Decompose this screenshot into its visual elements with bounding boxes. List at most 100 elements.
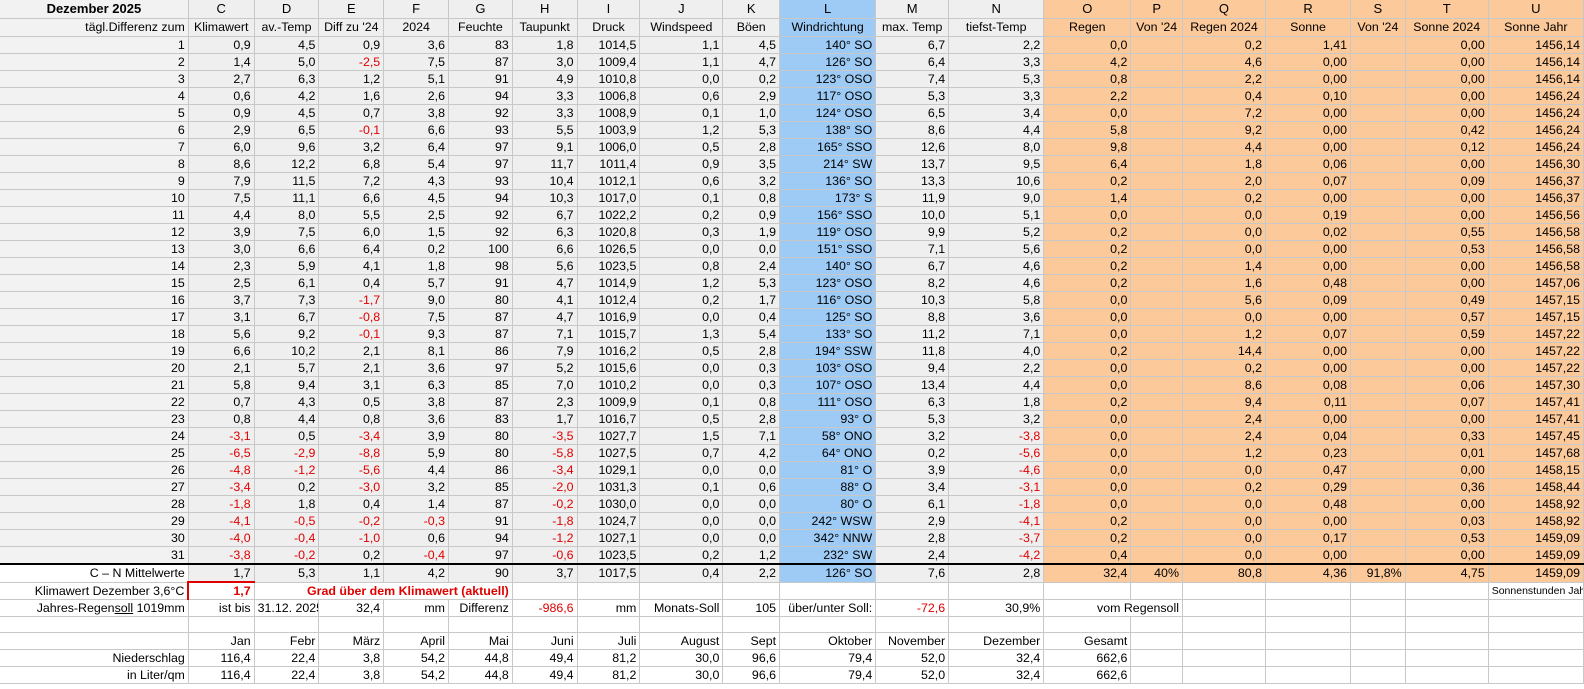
month-header[interactable]: Juli	[577, 632, 641, 650]
data-cell[interactable]: 0,5	[639, 342, 724, 360]
data-cell[interactable]: 0,04	[1265, 427, 1352, 445]
data-cell[interactable]: 6,7	[875, 257, 950, 275]
data-cell[interactable]: 5,8	[948, 291, 1045, 309]
data-cell[interactable]: 3,3	[512, 87, 578, 105]
data-cell[interactable]: 1457,15	[1488, 291, 1584, 309]
data-cell[interactable]: -8,8	[318, 444, 385, 462]
data-cell[interactable]: 0,8	[318, 410, 385, 428]
data-cell[interactable]: 0,9	[318, 36, 385, 54]
data-cell[interactable]: 5,3	[875, 410, 950, 428]
data-cell[interactable]: -1,8	[188, 495, 255, 513]
data-cell[interactable]: 97	[448, 359, 513, 377]
month-header[interactable]: Dezember	[948, 632, 1045, 650]
data-cell[interactable]: 126° SO	[779, 53, 877, 71]
data-cell[interactable]: 0,07	[1265, 172, 1352, 190]
data-cell[interactable]: 3,0	[512, 53, 578, 71]
data-cell[interactable]: 1458,44	[1488, 478, 1584, 496]
data-cell[interactable]: 4,3	[254, 393, 320, 411]
data-cell[interactable]: 9,4	[1182, 393, 1266, 411]
data-cell[interactable]: 2,1	[188, 359, 255, 377]
empty-cell[interactable]	[1405, 582, 1489, 600]
data-cell[interactable]: 8,6	[1182, 376, 1266, 394]
month-header[interactable]: November	[875, 632, 950, 650]
empty-cell[interactable]	[0, 632, 189, 650]
data-cell[interactable]: 4,5	[254, 104, 320, 122]
data-cell[interactable]: 140° SO	[779, 257, 877, 275]
column-header[interactable]: Klimawert	[188, 18, 255, 37]
data-cell[interactable]	[1130, 172, 1183, 190]
day-number[interactable]: 2	[0, 53, 189, 71]
data-cell[interactable]	[1130, 427, 1183, 445]
data-cell[interactable]	[1130, 444, 1183, 462]
data-cell[interactable]: 0,0	[1043, 359, 1132, 377]
data-cell[interactable]: 1030,0	[577, 495, 641, 513]
data-cell[interactable]: 2,2	[1043, 87, 1132, 105]
data-cell[interactable]	[1130, 495, 1183, 513]
data-cell[interactable]: 9,4	[254, 376, 320, 394]
data-cell[interactable]: 0,0	[639, 529, 724, 547]
data-cell[interactable]: 0,3	[722, 359, 781, 377]
empty-cell[interactable]	[1265, 632, 1352, 650]
data-cell[interactable]: 0,06	[1265, 155, 1352, 173]
column-header[interactable]: Regen	[1043, 18, 1132, 37]
data-cell[interactable]: 0,5	[639, 138, 724, 156]
data-cell[interactable]: 123° OSO	[779, 70, 877, 88]
data-cell[interactable]	[1130, 257, 1183, 275]
data-cell[interactable]: 9,8	[1043, 138, 1132, 156]
data-cell[interactable]: 2,1	[318, 359, 385, 377]
data-cell[interactable]: 0,7	[318, 104, 385, 122]
data-cell[interactable]: 1456,37	[1488, 189, 1584, 207]
data-cell[interactable]: 1,1	[639, 53, 724, 71]
data-cell[interactable]: 8,6	[188, 155, 255, 173]
column-header[interactable]: Taupunkt	[512, 18, 578, 37]
data-cell[interactable]: -2,9	[254, 444, 320, 462]
data-cell[interactable]	[1130, 308, 1183, 326]
data-cell[interactable]: 0,00	[1405, 155, 1489, 173]
data-cell[interactable]: 1,2	[639, 121, 724, 139]
column-header[interactable]: Druck	[577, 18, 641, 37]
data-cell[interactable]: 4,2	[722, 444, 781, 462]
data-cell[interactable]: 0,9	[188, 36, 255, 54]
empty-cell[interactable]	[577, 582, 641, 600]
data-cell[interactable]: 0,00	[1405, 461, 1489, 479]
data-cell[interactable]: 0,00	[1405, 410, 1489, 428]
data-cell[interactable]: 7,5	[254, 223, 320, 241]
data-cell[interactable]	[1350, 274, 1406, 292]
data-cell[interactable]: 6,4	[875, 53, 950, 71]
data-cell[interactable]: -0,1	[318, 121, 385, 139]
data-cell[interactable]: 242° WSW	[779, 512, 877, 530]
empty-cell[interactable]	[1350, 616, 1406, 633]
day-number[interactable]: 7	[0, 138, 189, 156]
empty-cell[interactable]	[512, 582, 578, 600]
data-cell[interactable]: 2,9	[875, 512, 950, 530]
mean-value[interactable]: 40%	[1130, 563, 1183, 583]
data-cell[interactable]: 0,0	[1043, 291, 1132, 309]
data-cell[interactable]: 11,5	[254, 172, 320, 190]
data-cell[interactable]: 2,2	[948, 359, 1045, 377]
data-cell[interactable]: 173° S	[779, 189, 877, 207]
data-cell[interactable]: 0,0	[722, 512, 781, 530]
data-cell[interactable]: 5,4	[722, 325, 781, 343]
data-cell[interactable]: 1,6	[318, 87, 385, 105]
data-cell[interactable]: 0,2	[1182, 189, 1266, 207]
data-cell[interactable]: 3,9	[188, 223, 255, 241]
month-header[interactable]: Mai	[448, 632, 513, 650]
data-cell[interactable]: 0,00	[1265, 308, 1352, 326]
month-header[interactable]: Sept	[722, 632, 781, 650]
data-cell[interactable]: 0,2	[639, 546, 724, 565]
empty-cell[interactable]	[1405, 616, 1489, 633]
column-header[interactable]: Sonne	[1265, 18, 1352, 37]
data-cell[interactable]: 232° SW	[779, 546, 877, 565]
data-cell[interactable]: 6,0	[188, 138, 255, 156]
data-cell[interactable]: 7,1	[722, 427, 781, 445]
data-cell[interactable]: 0,00	[1265, 359, 1352, 377]
data-cell[interactable]: -1,0	[318, 529, 385, 547]
data-cell[interactable]: -0,2	[254, 546, 320, 565]
data-cell[interactable]: 1456,30	[1488, 155, 1584, 173]
data-cell[interactable]	[1350, 206, 1406, 224]
empty-cell[interactable]	[1350, 632, 1406, 650]
data-cell[interactable]: 81° O	[779, 461, 877, 479]
data-cell[interactable]: 2,8	[875, 529, 950, 547]
month-header[interactable]: März	[318, 632, 385, 650]
data-cell[interactable]: 86	[448, 342, 513, 360]
